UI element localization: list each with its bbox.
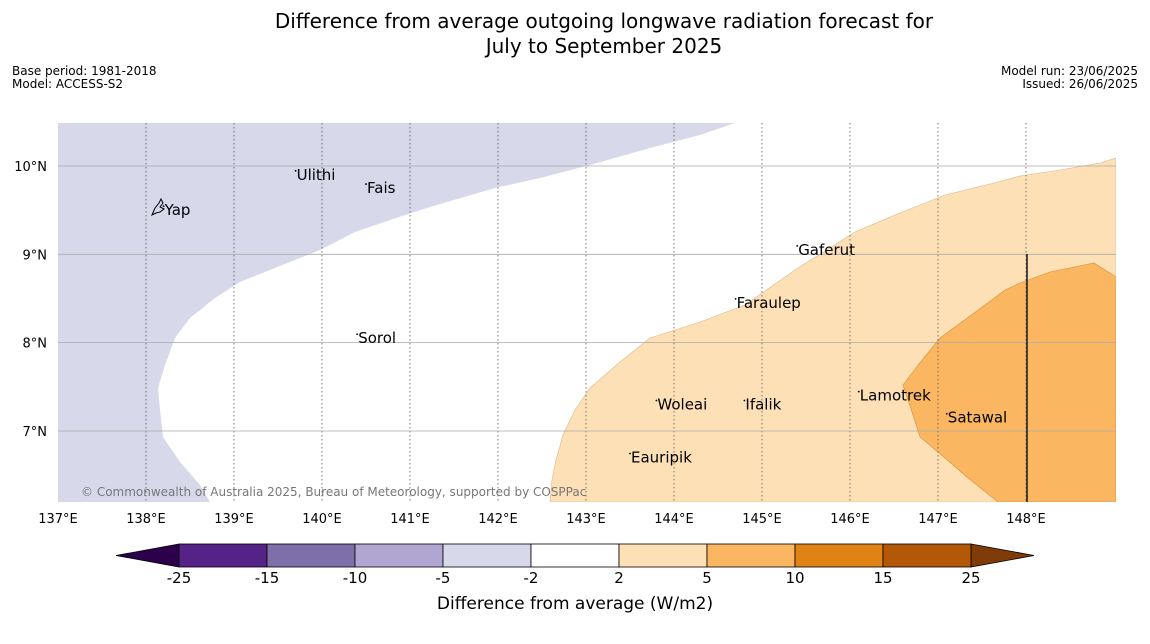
latitude-tick-label: 9°N	[23, 248, 48, 263]
anomaly-region-negative	[58, 123, 735, 502]
place-label: Woleai	[657, 395, 707, 413]
colorbar-tick-label: -2	[524, 569, 539, 587]
colorbar-tick-label: 15	[873, 569, 892, 587]
colorbar-tick-label: -5	[436, 569, 451, 587]
place-marker	[629, 452, 631, 455]
colorbar-segment	[266, 543, 356, 568]
colorbar-tick-labels: -25 -15 -10 -5 -2 2 5 10 15 25	[167, 569, 981, 587]
place-label: Fais	[367, 179, 396, 197]
base-period: Base period: 1981-2018	[12, 64, 157, 78]
longitude-gridlines	[145, 123, 1027, 502]
place-label: Yap	[164, 201, 191, 219]
colorbar-label: Difference from average (W/m2)	[436, 594, 714, 614]
place-labels: Yap Ulithi Fais Gaferut Faraulep Sorol Lamotre…	[162, 166, 1007, 466]
colorbar-tick-label: -15	[255, 569, 280, 587]
place-label: Sorol	[358, 329, 396, 347]
longitude-tick-label: 145°E	[742, 512, 782, 527]
place-marker	[796, 245, 799, 247]
place-label: Gaferut	[798, 241, 855, 259]
longitude-labels: 137°E 138°E 139°E 140°E 141°E 142°E 143°E 144°E…	[38, 512, 1046, 527]
longitude-tick-label: 144°E	[654, 512, 694, 527]
colorbar-segment	[882, 543, 972, 568]
place-label: Lamotrek	[860, 387, 931, 405]
title-line-2: July to September 2025	[485, 34, 723, 58]
anomaly-region-positive-medium	[902, 262, 1116, 502]
longitude-tick-label: 143°E	[566, 512, 606, 527]
place-marker	[162, 205, 165, 208]
place-label: Ulithi	[297, 166, 336, 184]
longitude-tick-label: 138°E	[126, 512, 166, 527]
chart-title: Difference from average outgoing longwav…	[0, 9, 1150, 59]
meta-left: Base period: 1981-2018 Model: ACCESS-S2	[12, 65, 157, 91]
colorbar-tick-label: 25	[961, 569, 980, 587]
model-name: Model: ACCESS-S2	[12, 77, 124, 91]
latitude-labels: 7°N 8°N 9°N 10°N	[14, 160, 47, 440]
colorbar-segment	[706, 543, 796, 568]
longitude-tick-label: 137°E	[38, 512, 78, 527]
colorbar-segment	[354, 543, 444, 568]
colorbar-tick-label: 2	[614, 569, 624, 587]
colorbar-segment	[618, 543, 708, 568]
model-run: Model run: 23/06/2025	[1000, 64, 1138, 78]
place-marker	[945, 412, 948, 415]
place-label: Satawal	[948, 409, 1007, 427]
colorbar-extend-high	[970, 543, 1035, 568]
longitude-tick-label: 146°E	[830, 512, 870, 527]
title-line-1: Difference from average outgoing longwav…	[274, 9, 934, 33]
latitude-tick-label: 10°N	[14, 160, 47, 175]
yap-island-outline	[151, 197, 165, 217]
colorbar-tick-label: -10	[343, 569, 368, 587]
place-marker	[857, 390, 860, 393]
place-marker	[734, 298, 737, 300]
issued-date: Issued: 26/06/2025	[1022, 77, 1138, 91]
latitude-gridlines	[58, 165, 1116, 432]
place-marker	[655, 399, 658, 402]
place-marker	[356, 333, 359, 336]
map-area: Yap Ulithi Fais Gaferut Faraulep Sorol Lamotre…	[58, 123, 1116, 502]
colorbar-segment	[530, 543, 620, 568]
copyright-text: © Commonwealth of Australia 2025, Bureau…	[81, 485, 586, 499]
latitude-tick-label: 7°N	[23, 425, 48, 440]
place-label: Ifalik	[745, 395, 781, 413]
longitude-tick-label: 140°E	[302, 512, 342, 527]
longitude-tick-label: 147°E	[918, 512, 958, 527]
place-marker	[294, 169, 297, 172]
latitude-tick-label: 8°N	[23, 337, 48, 352]
colorbar-segment	[442, 543, 532, 568]
place-label: Faraulep	[737, 294, 801, 312]
colorbar-tick-label: 10	[785, 569, 804, 587]
place-marker	[365, 183, 367, 185]
longitude-tick-label: 148°E	[1006, 512, 1046, 527]
place-label: Eauripik	[631, 448, 692, 466]
meta-right: Model run: 23/06/2025 Issued: 26/06/2025	[1001, 65, 1138, 91]
colorbar	[115, 543, 1035, 568]
longitude-tick-label: 141°E	[390, 512, 430, 527]
colorbar-tick-label: -25	[167, 569, 192, 587]
longitude-tick-label: 139°E	[214, 512, 254, 527]
colorbar-segment	[794, 543, 884, 568]
colorbar-extend-low	[115, 543, 180, 568]
place-marker	[743, 399, 746, 402]
longitude-tick-label: 142°E	[478, 512, 518, 527]
colorbar-segment	[178, 543, 268, 568]
colorbar-tick-label: 5	[702, 569, 712, 587]
